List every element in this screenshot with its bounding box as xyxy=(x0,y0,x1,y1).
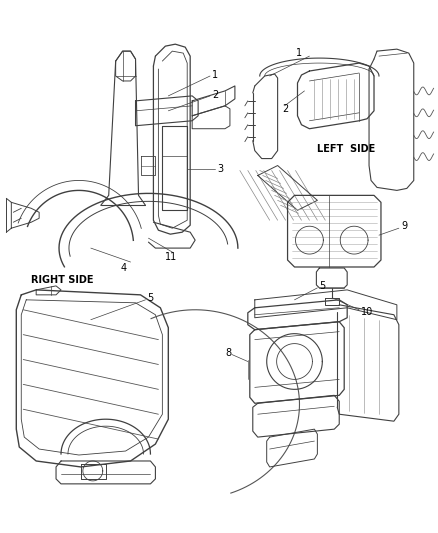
Text: 2: 2 xyxy=(212,90,218,100)
Text: 11: 11 xyxy=(165,252,177,262)
Text: 1: 1 xyxy=(296,48,302,58)
Text: 2: 2 xyxy=(283,104,289,114)
Text: 1: 1 xyxy=(212,70,218,80)
Text: 4: 4 xyxy=(120,263,127,273)
Text: 8: 8 xyxy=(225,348,231,358)
Text: LEFT  SIDE: LEFT SIDE xyxy=(318,143,376,154)
Text: 3: 3 xyxy=(217,164,223,174)
Text: 5: 5 xyxy=(148,293,154,303)
Text: 9: 9 xyxy=(402,221,408,231)
Text: 10: 10 xyxy=(361,307,373,317)
Text: RIGHT SIDE: RIGHT SIDE xyxy=(31,275,94,285)
Text: 5: 5 xyxy=(319,281,325,291)
